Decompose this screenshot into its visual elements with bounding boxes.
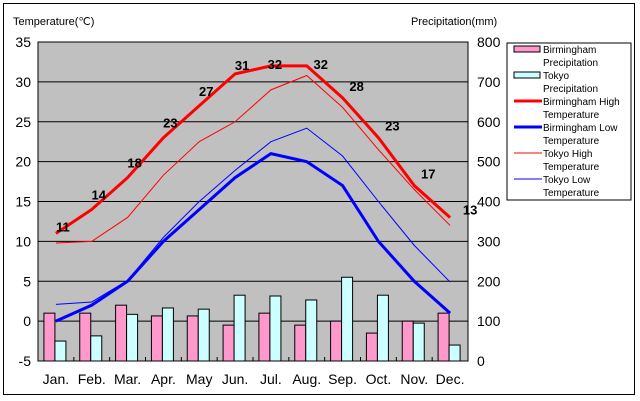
x-tick-label: Feb.: [78, 371, 106, 387]
left-tick-label: 25: [15, 114, 31, 130]
legend: Birmingham Precipitation Tokyo Precipitatio…: [506, 42, 632, 201]
bar-birmingham-precipitation: [294, 324, 307, 362]
data-label: 13: [463, 202, 477, 217]
data-label: 17: [421, 167, 435, 182]
data-label: 31: [235, 58, 249, 73]
bar-birmingham-precipitation: [330, 320, 343, 362]
line-tokyo-high-temperature: [55, 74, 451, 244]
legend-label: Tokyo High: [543, 149, 592, 160]
bar-tokyo-precipitation: [269, 295, 282, 362]
line-birmingham-low-temperature: [55, 152, 452, 323]
left-tick-label: 20: [15, 154, 31, 170]
x-tick-label: Jul.: [260, 371, 282, 387]
legend-label: Temperature: [543, 188, 600, 199]
line-tokyo-low-temperature: [55, 127, 451, 305]
bar-tokyo-precipitation: [341, 276, 354, 362]
bar-tokyo-precipitation: [197, 308, 210, 362]
legend-label: Temperature: [543, 136, 600, 147]
data-label: 32: [268, 57, 282, 72]
bar-birmingham-precipitation: [258, 312, 271, 362]
x-tick-label: Apr.: [151, 371, 176, 387]
data-label: 27: [199, 84, 213, 99]
right-tick-label: 300: [477, 233, 501, 249]
data-label: 23: [163, 116, 177, 131]
legend-label: Temperature: [543, 162, 600, 173]
left-axis-title: Temperature(℃): [13, 16, 94, 28]
legend-label: Temperature: [543, 110, 600, 121]
left-tick-label: 0: [23, 313, 31, 329]
temperature-lines: [55, 64, 452, 323]
bar-tokyo-precipitation: [448, 344, 461, 362]
right-axis-title: Precipitation(mm): [411, 16, 497, 28]
right-tick-label: 700: [477, 74, 501, 90]
bar-tokyo-precipitation: [233, 294, 246, 362]
right-tick-label: 200: [477, 273, 501, 289]
chart-frame: Temperature(℃) Precipitation(mm) 35 30 25 2…: [3, 3, 635, 395]
bar-birmingham-precipitation: [365, 332, 378, 362]
left-tick-label: 10: [15, 233, 31, 249]
legend-box: [506, 42, 632, 201]
left-tick-label: 5: [23, 273, 31, 289]
x-tick-label: Oct.: [366, 371, 392, 387]
right-tick-label: 100: [477, 313, 501, 329]
bar-tokyo-precipitation: [54, 340, 67, 362]
legend-swatch: [513, 45, 541, 53]
line-birmingham-high-temperature: [55, 64, 452, 235]
left-tick-label: 35: [15, 34, 31, 50]
left-tick-label: -5: [19, 353, 32, 369]
precipitation-bars: [37, 276, 469, 362]
data-label: 14: [92, 187, 107, 202]
bar-tokyo-precipitation: [412, 322, 425, 362]
right-tick-label: 500: [477, 154, 501, 170]
bar-birmingham-precipitation: [222, 324, 235, 362]
climate-chart: Temperature(℃) Precipitation(mm) 35 30 25 2…: [13, 16, 632, 387]
x-tick-label: May: [186, 371, 212, 387]
data-label: 18: [127, 156, 141, 171]
x-axis-labels: Jan. Feb. Mar. Apr. May Jun. Jul. Aug. Sep. Oct. N…: [43, 371, 465, 387]
data-labels: 11 14 18 23 27 31 32 32 28 23 17 13: [56, 57, 477, 234]
right-axis-ticks: 800 700 600 500 400 300 200 100 0: [477, 34, 501, 369]
bar-birmingham-precipitation: [401, 320, 414, 362]
left-tick-label: 15: [15, 194, 31, 210]
bar-tokyo-precipitation: [126, 313, 139, 362]
bar-birmingham-precipitation: [79, 312, 92, 362]
x-tick-label: Aug.: [292, 371, 321, 387]
left-axis-ticks: 35 30 25 20 15 10 5 0 -5: [15, 34, 31, 369]
right-tick-label: 0: [477, 353, 485, 369]
right-tick-label: 600: [477, 114, 501, 130]
legend-label: Precipitation: [543, 58, 598, 69]
data-label: 23: [385, 119, 399, 134]
bar-birmingham-precipitation: [150, 315, 163, 362]
x-tick-label: Jun.: [222, 371, 248, 387]
bar-tokyo-precipitation: [90, 335, 103, 362]
x-tick-label: Dec.: [436, 371, 465, 387]
bar-tokyo-precipitation: [161, 307, 174, 362]
gridlines: [38, 81, 468, 322]
legend-label: Birmingham Low: [543, 123, 618, 134]
bar-tokyo-precipitation: [305, 299, 318, 362]
legend-swatch: [513, 71, 541, 79]
x-tick-label: Jan.: [43, 371, 69, 387]
bar-tokyo-precipitation: [376, 294, 389, 362]
data-label: 32: [314, 57, 328, 72]
left-tick-label: 30: [15, 74, 31, 90]
x-tick-label: Sep.: [328, 371, 357, 387]
bar-birmingham-precipitation: [43, 312, 56, 362]
data-label: 28: [349, 79, 363, 94]
bar-birmingham-precipitation: [115, 304, 128, 362]
legend-label: Birmingham High: [543, 97, 620, 108]
right-tick-label: 400: [477, 194, 501, 210]
data-label: 11: [56, 219, 70, 234]
x-tick-label: Mar.: [114, 371, 141, 387]
legend-label: Precipitation: [543, 84, 598, 95]
bar-birmingham-precipitation: [437, 312, 450, 362]
legend-label: Tokyo Low: [543, 175, 591, 186]
legend-label: Tokyo: [543, 71, 570, 82]
legend-label: Birmingham: [543, 45, 596, 56]
bar-birmingham-precipitation: [186, 315, 199, 362]
right-tick-label: 800: [477, 34, 501, 50]
x-tick-label: Nov.: [400, 371, 428, 387]
